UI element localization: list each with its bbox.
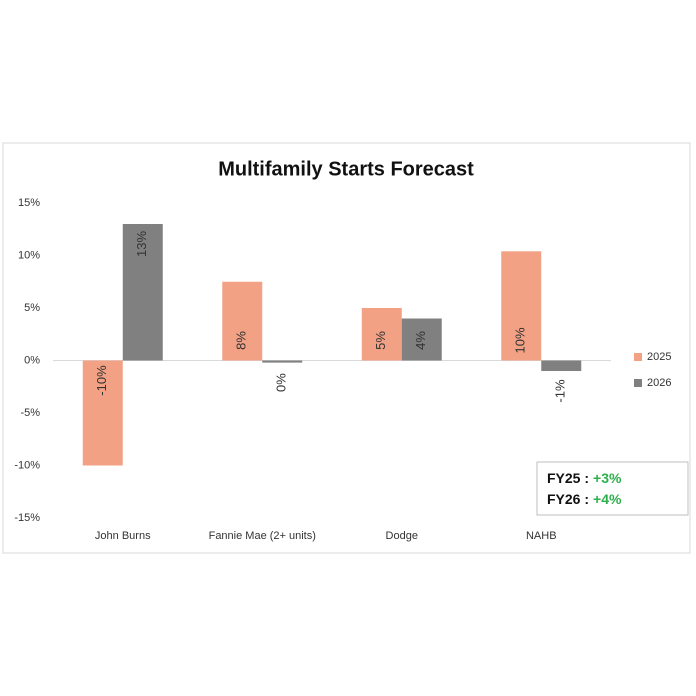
y-tick-label: 10% <box>18 249 40 261</box>
data-label: 13% <box>134 231 149 257</box>
legend-label: 2025 <box>647 351 671 363</box>
y-tick-label: -10% <box>14 459 40 471</box>
x-tick-label: NAHB <box>526 530 557 542</box>
data-label: 0% <box>274 373 289 392</box>
annotation-value: +3% <box>593 470 622 486</box>
y-tick-label: -5% <box>20 407 40 419</box>
bar <box>262 360 303 363</box>
legend-label: 2026 <box>647 377 671 389</box>
data-label: 5% <box>373 331 388 350</box>
x-tick-label: John Burns <box>95 530 151 542</box>
data-label: 8% <box>234 331 249 350</box>
bar <box>222 281 263 361</box>
bar <box>401 318 442 361</box>
x-tick-label: Dodge <box>386 530 418 542</box>
chart-title: Multifamily Starts Forecast <box>218 158 474 180</box>
data-label: -1% <box>553 379 568 403</box>
y-tick-label: 15% <box>18 197 40 209</box>
data-label: 10% <box>513 327 528 353</box>
y-tick-label: 0% <box>24 354 40 366</box>
annotation-label: FY26 : <box>547 491 589 507</box>
bar <box>501 251 542 361</box>
y-tick-label: -15% <box>14 512 40 524</box>
annotation-label: FY25 : <box>547 470 589 486</box>
legend-swatch <box>634 379 642 387</box>
annotation-box <box>536 461 689 516</box>
annotation: FY26 : +4% <box>547 491 622 507</box>
annotation-value: +4% <box>593 491 622 507</box>
bar <box>541 360 582 371</box>
data-label: 4% <box>413 331 428 350</box>
bar <box>122 224 163 361</box>
legend-swatch <box>634 353 642 361</box>
annotation: FY25 : +3% <box>547 470 622 486</box>
x-tick-label: Fannie Mae (2+ units) <box>209 530 316 542</box>
y-tick-label: 5% <box>24 302 40 314</box>
data-label: -10% <box>94 365 109 396</box>
bar <box>82 360 123 466</box>
bar <box>361 308 402 361</box>
